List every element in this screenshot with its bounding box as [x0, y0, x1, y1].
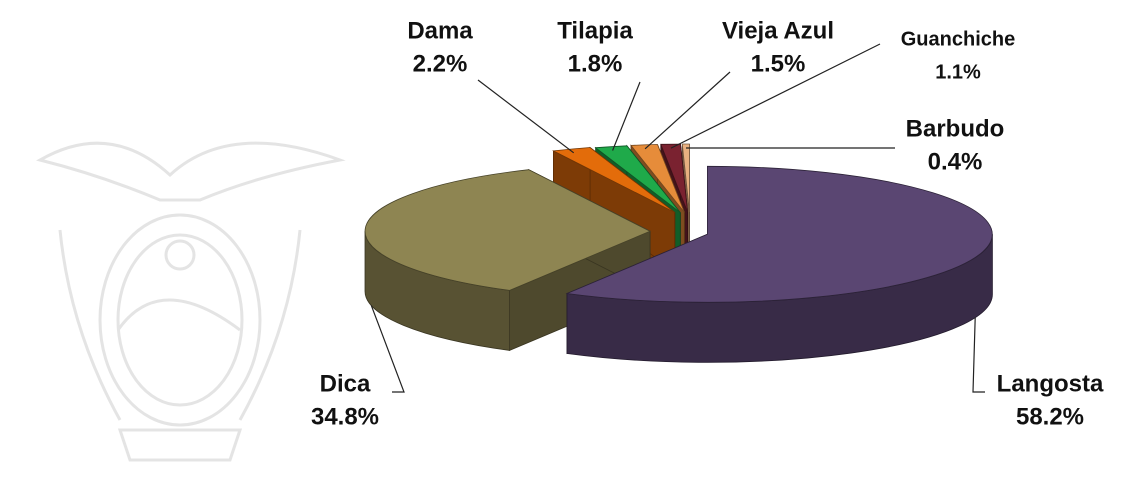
leader-line [370, 305, 405, 393]
slice-value-label: 58.2% [1016, 403, 1084, 430]
slice-value-label: 0.4% [928, 148, 983, 175]
slice-top [660, 143, 689, 213]
leader-line [612, 81, 641, 151]
watermark-emblem [36, 141, 346, 462]
pie [364, 143, 993, 363]
leader-line [972, 317, 985, 393]
slice-top [630, 144, 685, 213]
slice-top [552, 147, 676, 213]
slice [565, 165, 993, 363]
leader-line [644, 71, 731, 150]
slice-top [364, 169, 651, 291]
slice-label: Barbudo [906, 115, 1005, 142]
slice-label: Langosta [997, 370, 1104, 397]
slice-value-label: 1.1% [935, 61, 981, 83]
slice-top [594, 145, 681, 213]
slice-label: Vieja Azul [722, 17, 834, 44]
leader-line [670, 43, 881, 149]
slice-value-label: 34.8% [311, 403, 379, 430]
slice-value-label: 2.2% [413, 50, 468, 77]
slice-label: Dama [407, 17, 473, 44]
leader-line [477, 79, 575, 154]
slice-label: Guanchiche [901, 28, 1015, 50]
slice-top [565, 165, 993, 303]
labels: Langosta 58.2% Dica 34.8% Dama 2.2% Tilapia 1.8… [311, 17, 1104, 430]
slice-label: Dica [320, 370, 371, 397]
slice-top [681, 143, 690, 213]
slice-value-label: 1.5% [751, 50, 806, 77]
slice-label: Tilapia [557, 17, 633, 44]
slice-value-label: 1.8% [568, 50, 623, 77]
